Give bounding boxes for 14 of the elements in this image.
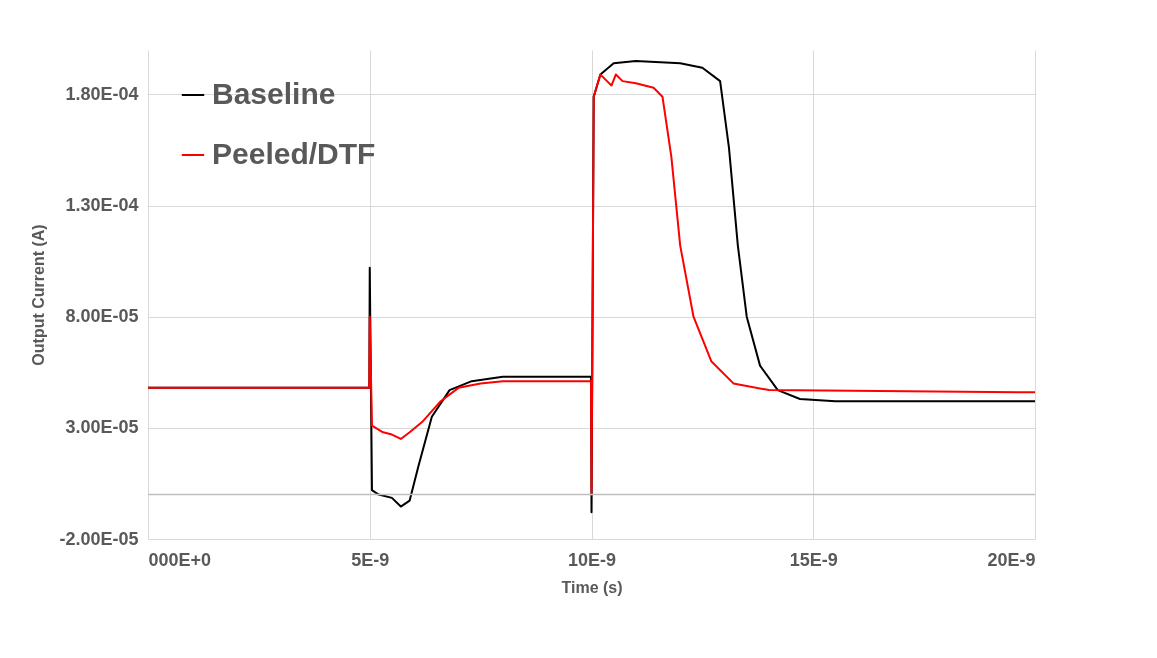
y-tick-label: 8.00E-05 <box>65 306 139 327</box>
x-tick-label: 10E-9 <box>567 549 617 570</box>
legend-label: Baseline <box>212 77 336 110</box>
y-tick-label: 1.80E-04 <box>65 83 139 104</box>
x-tick-label: 5E-9 <box>351 549 390 570</box>
y-axis-title: Output Current (A) <box>30 224 48 366</box>
x-tick-label: 20E-9 <box>987 549 1036 570</box>
x-axis-title: Time (s) <box>561 578 623 596</box>
x-tick-label: 000E+0 <box>148 549 212 570</box>
legend-label: Peeled/DTF <box>212 137 376 170</box>
y-tick-label: 3.00E-05 <box>65 417 139 438</box>
y-tick-label: -2.00E-05 <box>59 528 139 549</box>
x-tick-label: 15E-9 <box>789 549 838 570</box>
y-tick-label: 1.30E-04 <box>65 195 139 216</box>
